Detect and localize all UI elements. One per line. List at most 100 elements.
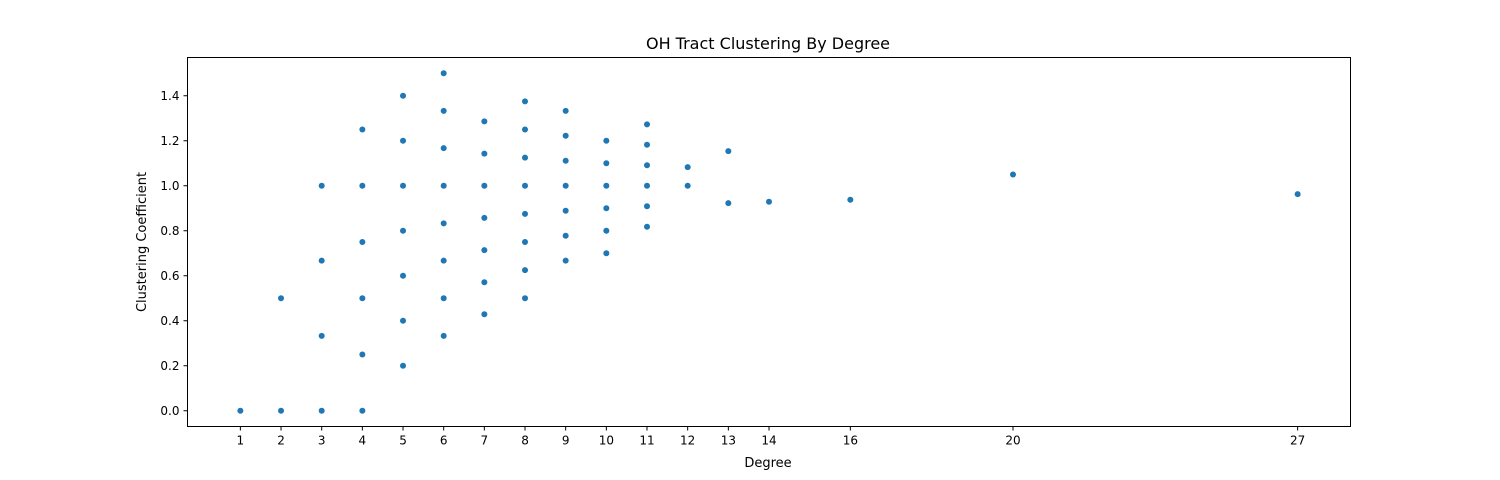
x-tick-label: 14 xyxy=(761,434,776,448)
data-point xyxy=(522,182,529,189)
x-tick-label: 9 xyxy=(562,434,570,448)
x-tick-label: 1 xyxy=(237,434,245,448)
data-point xyxy=(562,257,569,264)
data-point xyxy=(440,70,447,77)
data-point xyxy=(400,362,407,369)
chart-title: OH Tract Clustering By Degree xyxy=(646,34,890,53)
y-axis-ticks: 0.0 0.2 0.4 0.6 0.8 1.0 1.2 1.4 xyxy=(160,89,188,418)
x-tick-label: 8 xyxy=(521,434,529,448)
data-point xyxy=(603,182,610,189)
data-point xyxy=(278,407,285,414)
data-point xyxy=(440,145,447,152)
data-point xyxy=(522,239,529,245)
data-point xyxy=(400,227,407,234)
y-tick-label: 0.4 xyxy=(160,314,179,328)
data-point xyxy=(318,407,325,414)
data-point xyxy=(359,182,366,189)
data-point xyxy=(440,332,447,339)
data-point xyxy=(481,247,488,254)
data-point xyxy=(481,279,488,286)
x-tick-label: 2 xyxy=(277,434,285,448)
x-tick-label: 6 xyxy=(440,434,448,448)
data-point xyxy=(359,126,366,133)
data-point xyxy=(1009,171,1016,178)
data-point xyxy=(440,295,447,302)
data-point xyxy=(481,182,488,189)
data-point xyxy=(644,162,651,169)
data-point xyxy=(725,200,732,207)
x-tick-label: 27 xyxy=(1290,434,1305,448)
data-point xyxy=(684,182,691,189)
data-point xyxy=(725,148,732,155)
y-tick-label: 0.6 xyxy=(160,269,179,283)
y-tick-label: 1.0 xyxy=(160,179,179,193)
x-axis-ticks: 1 2 3 4 5 6 7 8 9 10 11 12 13 14 16 20 27 xyxy=(237,426,1305,448)
x-tick-label: 4 xyxy=(359,434,367,448)
data-point xyxy=(440,220,447,227)
y-tick-label: 1.4 xyxy=(160,89,179,103)
data-point xyxy=(400,182,407,189)
data-point xyxy=(562,107,569,114)
data-point xyxy=(400,272,407,279)
data-point xyxy=(644,182,651,189)
data-point xyxy=(359,351,366,358)
data-point xyxy=(359,407,366,414)
data-point xyxy=(562,207,569,214)
data-point xyxy=(318,257,325,264)
data-point xyxy=(644,121,651,128)
data-point xyxy=(400,317,407,324)
data-point xyxy=(318,182,325,189)
y-tick-label: 0.0 xyxy=(160,404,179,418)
data-point xyxy=(522,98,529,105)
data-point xyxy=(278,295,285,302)
x-tick-label: 3 xyxy=(318,434,326,448)
data-point xyxy=(522,295,529,302)
x-tick-label: 5 xyxy=(399,434,407,448)
data-point xyxy=(522,210,529,217)
data-point xyxy=(644,141,651,148)
data-point xyxy=(400,92,407,99)
data-point xyxy=(318,332,325,339)
y-tick-label: 0.8 xyxy=(160,224,179,238)
plot-area xyxy=(187,57,1351,427)
data-point xyxy=(644,223,651,230)
data-point xyxy=(603,137,610,144)
y-tick-label: 1.2 xyxy=(160,134,179,148)
data-point xyxy=(562,132,569,139)
y-tick-label: 0.2 xyxy=(160,359,179,373)
x-axis-label: Degree xyxy=(744,456,791,471)
data-point xyxy=(237,407,244,414)
data-point xyxy=(603,160,610,167)
data-point xyxy=(359,239,366,245)
data-points xyxy=(237,70,1301,414)
data-point xyxy=(522,267,529,274)
data-point xyxy=(1294,191,1301,198)
data-point xyxy=(562,157,569,164)
data-point xyxy=(359,295,366,302)
data-point xyxy=(847,196,854,203)
data-point xyxy=(522,154,529,161)
data-point xyxy=(562,232,569,239)
data-point xyxy=(603,250,610,257)
y-axis-label: Clustering Coefficient xyxy=(135,172,150,312)
data-point xyxy=(440,257,447,264)
x-tick-label: 20 xyxy=(1005,434,1020,448)
data-point xyxy=(481,214,488,221)
x-tick-label: 10 xyxy=(599,434,614,448)
x-tick-label: 7 xyxy=(481,434,489,448)
data-point xyxy=(766,198,772,205)
data-point xyxy=(400,137,407,144)
data-point xyxy=(562,182,569,189)
data-point xyxy=(644,203,651,210)
data-point xyxy=(522,126,529,133)
data-point xyxy=(603,227,610,234)
data-point xyxy=(481,118,488,125)
x-tick-label: 13 xyxy=(721,434,736,448)
data-point xyxy=(440,182,447,189)
x-tick-label: 12 xyxy=(680,434,695,448)
data-point xyxy=(684,164,691,171)
data-point xyxy=(481,311,488,318)
data-point xyxy=(481,150,488,157)
x-tick-label: 16 xyxy=(843,434,858,448)
